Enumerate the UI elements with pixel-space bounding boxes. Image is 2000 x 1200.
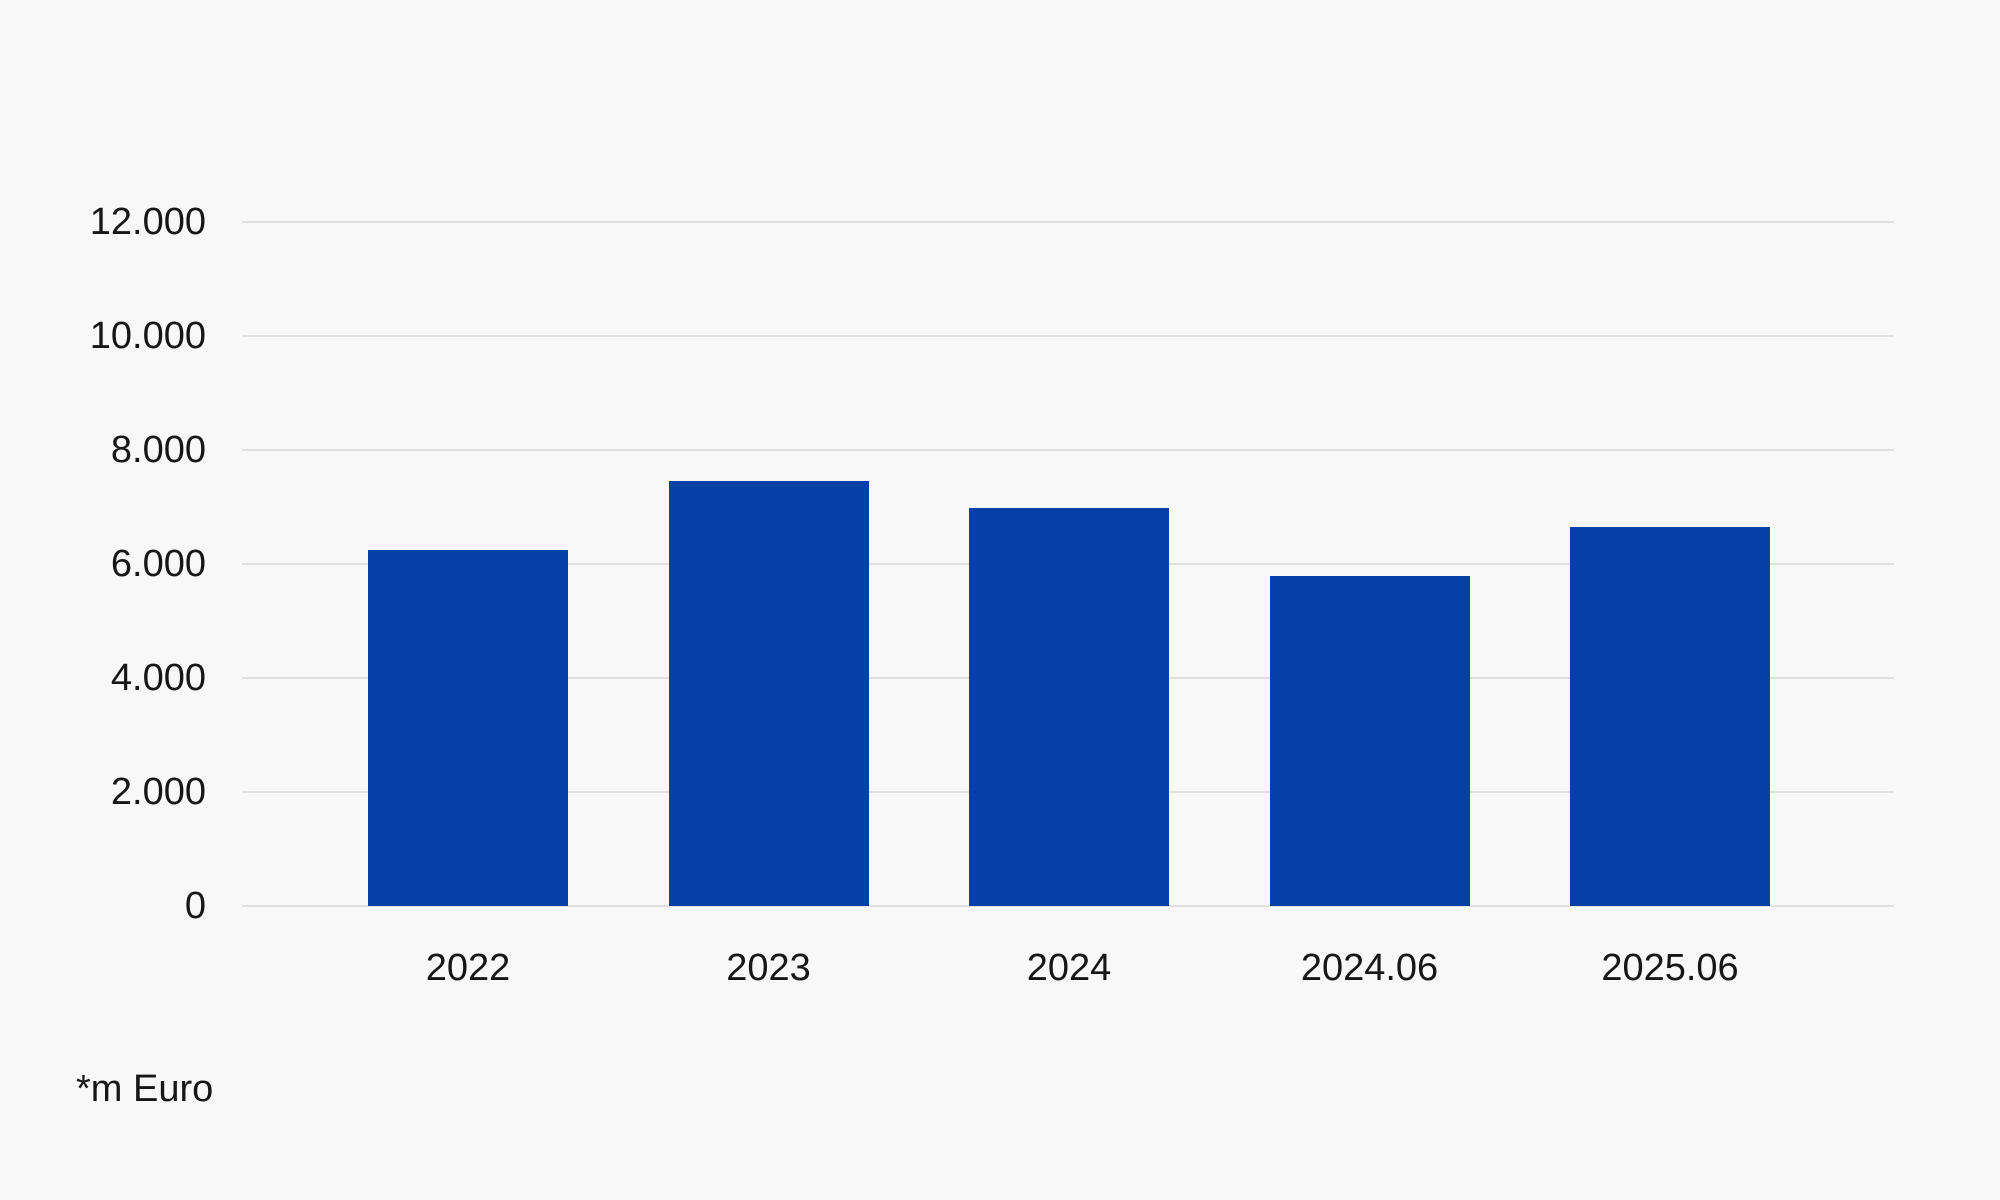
plot-area: 12.000 10.000 8.000 6.000 4.000 2.000 0 2022 202…: [90, 201, 1894, 989]
x-tick-label: 2024.06: [1300, 947, 1439, 989]
y-tick-label: 8.000: [110, 429, 206, 471]
y-tick-label: 4.000: [110, 657, 206, 699]
bar-2024.06[interactable]: [1269, 575, 1470, 906]
bar-2023[interactable]: [668, 480, 869, 906]
x-tick-label: 2023: [726, 947, 811, 989]
x-tick-label: 2025.06: [1601, 947, 1739, 989]
x-tick-label: 2024: [1026, 947, 1112, 989]
gridline: [242, 335, 1894, 337]
y-tick-label: 2.000: [110, 771, 206, 813]
y-tick-label: 10.000: [89, 315, 206, 357]
bar-2024[interactable]: [969, 507, 1169, 906]
gridline: [242, 905, 1894, 907]
y-tick-label: 6.000: [110, 543, 206, 585]
x-tick-label: 2022: [425, 947, 511, 989]
bar-2025.06[interactable]: [1570, 526, 1770, 906]
y-tick-label: 12.000: [89, 201, 206, 243]
bar-2022[interactable]: [368, 550, 568, 906]
unit-footnote: *m Euro: [76, 1068, 214, 1110]
y-tick-label: 0: [184, 885, 206, 927]
gridline: [242, 449, 1894, 451]
gridline: [242, 221, 1894, 223]
